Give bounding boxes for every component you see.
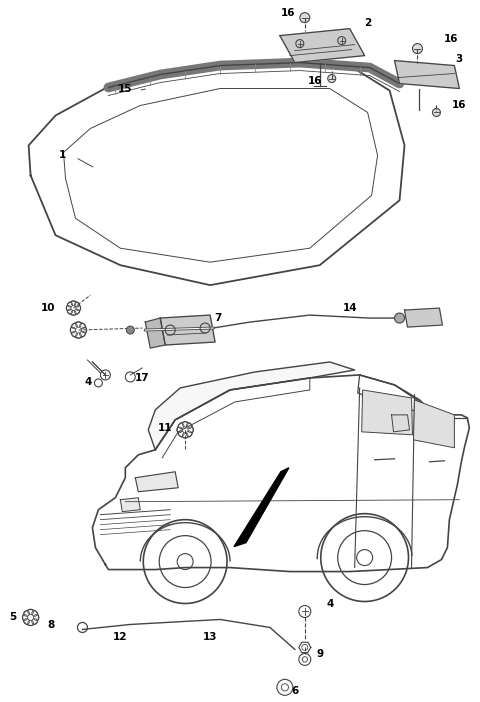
Text: 14: 14 [342,303,357,313]
Text: 4: 4 [85,377,92,387]
Text: 16: 16 [308,76,322,86]
Text: 11: 11 [158,423,172,433]
Text: 10: 10 [41,303,56,313]
Text: 16: 16 [452,100,467,110]
Circle shape [412,44,422,53]
Polygon shape [145,318,165,348]
Polygon shape [135,472,178,491]
Text: 17: 17 [135,373,150,383]
Polygon shape [395,60,459,88]
Text: 6: 6 [291,687,299,696]
Text: 12: 12 [113,633,128,642]
Polygon shape [148,362,355,450]
Text: 4: 4 [326,600,334,609]
Text: 13: 13 [203,633,217,642]
Polygon shape [280,29,365,62]
Polygon shape [160,315,215,345]
Polygon shape [413,400,455,448]
Text: 7: 7 [215,313,222,323]
Circle shape [126,326,134,334]
Polygon shape [405,308,443,327]
Text: 16: 16 [444,34,458,44]
Circle shape [395,313,405,323]
Circle shape [300,13,310,22]
Text: 9: 9 [316,649,324,659]
Text: 5: 5 [9,612,16,623]
Text: 3: 3 [456,53,463,64]
Polygon shape [392,415,409,432]
Text: 1: 1 [59,150,66,160]
Polygon shape [120,498,140,512]
Text: 15: 15 [118,84,132,93]
Polygon shape [234,468,289,547]
Text: 2: 2 [364,18,371,27]
Text: 8: 8 [47,621,54,630]
Circle shape [432,109,441,117]
Polygon shape [361,390,412,435]
Text: 16: 16 [281,8,295,18]
Circle shape [328,74,336,83]
